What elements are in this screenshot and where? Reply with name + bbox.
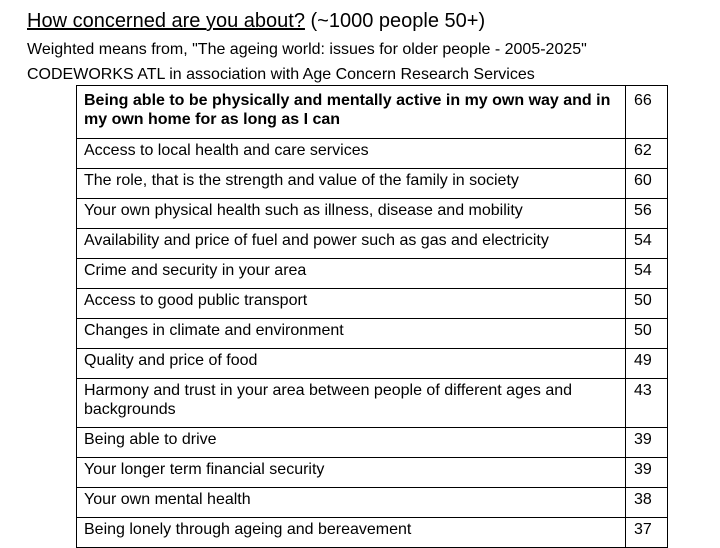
table-row: Being lonely through ageing and bereavem…	[76, 517, 668, 548]
concern-value: 37	[625, 517, 668, 548]
concern-label: Being able to be physically and mentally…	[76, 85, 626, 139]
concern-label: Quality and price of food	[76, 348, 626, 379]
title-question: How concerned are you about?	[27, 10, 305, 32]
concern-value: 56	[625, 198, 668, 229]
concern-label: Harmony and trust in your area between p…	[76, 378, 626, 428]
table-row: Being able to be physically and mentally…	[76, 85, 668, 139]
table-row: The role, that is the strength and value…	[76, 168, 668, 199]
table-row: Access to local health and care services…	[76, 138, 668, 169]
concern-label: Your longer term financial security	[76, 457, 626, 488]
concern-value: 54	[625, 258, 668, 289]
concern-label: The role, that is the strength and value…	[76, 168, 626, 199]
concern-value: 43	[625, 378, 668, 428]
concern-value: 62	[625, 138, 668, 169]
table-row: Crime and security in your area 54	[76, 258, 668, 289]
concern-label: Availability and price of fuel and power…	[76, 228, 626, 259]
title-sample: (~1000 people 50+)	[304, 10, 486, 32]
table-row: Access to good public transport 50	[76, 288, 668, 319]
concern-value: 60	[625, 168, 668, 199]
concern-value: 54	[625, 228, 668, 259]
table-row: Changes in climate and environment 50	[76, 318, 668, 349]
source-line: CODEWORKS ATL in association with Age Co…	[27, 66, 535, 83]
concern-value: 39	[625, 457, 668, 488]
concern-value: 39	[625, 427, 668, 458]
concern-value: 49	[625, 348, 668, 379]
concern-label: Access to good public transport	[76, 288, 626, 319]
table-row: Being able to drive 39	[76, 427, 668, 458]
concern-label: Crime and security in your area	[76, 258, 626, 289]
subtitle: Weighted means from, "The ageing world: …	[27, 41, 587, 58]
table-row: Availability and price of fuel and power…	[76, 228, 668, 259]
concern-label: Being able to drive	[76, 427, 626, 458]
concern-label: Access to local health and care services	[76, 138, 626, 169]
concern-value: 66	[625, 85, 668, 139]
table-row: Your own mental health 38	[76, 487, 668, 518]
concern-label: Changes in climate and environment	[76, 318, 626, 349]
concern-label: Your own physical health such as illness…	[76, 198, 626, 229]
table-row: Your longer term financial security 39	[76, 457, 668, 488]
concerns-table: Being able to be physically and mentally…	[76, 85, 668, 548]
table-row: Your own physical health such as illness…	[76, 198, 668, 229]
concern-value: 50	[625, 318, 668, 349]
concern-value: 50	[625, 288, 668, 319]
table-row: Quality and price of food 49	[76, 348, 668, 379]
concern-label: Being lonely through ageing and bereavem…	[76, 517, 626, 548]
concern-label: Your own mental health	[76, 487, 626, 518]
table-row: Harmony and trust in your area between p…	[76, 378, 668, 428]
page-title: How concerned are you about? (~1000 peop…	[27, 9, 485, 33]
concern-value: 38	[625, 487, 668, 518]
